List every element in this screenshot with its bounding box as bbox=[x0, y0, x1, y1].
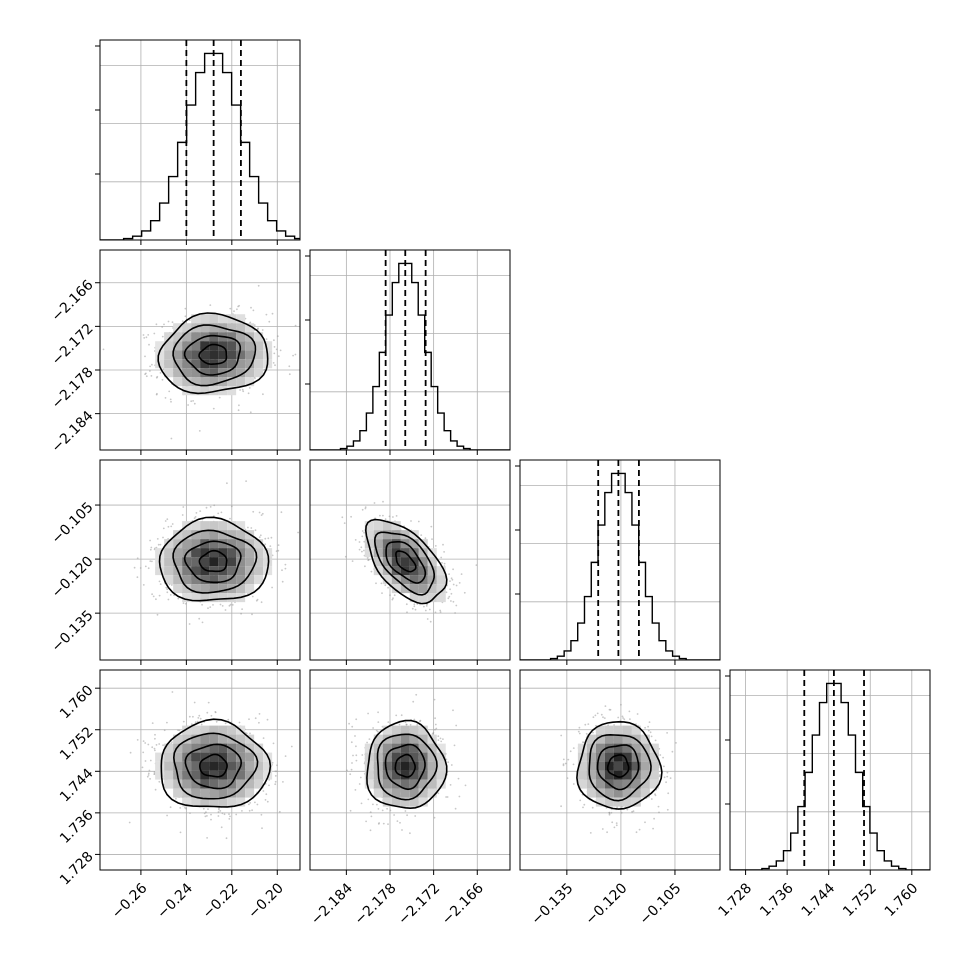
contour-0 bbox=[198, 753, 228, 778]
contour-1 bbox=[183, 540, 242, 584]
panel-1-0: −2.184−2.178−2.172−2.166 bbox=[49, 249, 301, 456]
x-tick-label: −0.120 bbox=[583, 880, 631, 928]
panel-frame bbox=[99, 459, 301, 661]
contour-2 bbox=[588, 733, 652, 802]
x-tick-label: 1.728 bbox=[716, 880, 756, 920]
density-cells bbox=[364, 725, 446, 807]
density-cells bbox=[155, 521, 273, 603]
x-tick-label: −2.184 bbox=[308, 880, 356, 928]
contour-1 bbox=[596, 744, 640, 791]
contour-3 bbox=[364, 518, 448, 605]
contour-0 bbox=[394, 753, 416, 778]
y-tick-label: −0.120 bbox=[49, 553, 97, 601]
contour-3 bbox=[576, 720, 663, 810]
panel-3-2: −0.135 −0.120 −0.105 bbox=[519, 669, 721, 928]
panel-frame bbox=[729, 669, 931, 871]
panel-0-0 bbox=[95, 39, 301, 245]
histogram-0 bbox=[100, 52, 300, 240]
panel-2-2 bbox=[515, 459, 721, 665]
density-cells bbox=[155, 725, 273, 807]
panel-frame bbox=[309, 459, 511, 661]
x-tick-label: 1.760 bbox=[882, 880, 922, 920]
x-tick-label: 1.744 bbox=[799, 880, 839, 920]
x-tick-label: 1.736 bbox=[757, 880, 797, 920]
contour-1 bbox=[385, 541, 427, 584]
contour-1 bbox=[384, 743, 426, 791]
panel-frame bbox=[99, 669, 301, 871]
contour-2 bbox=[172, 732, 259, 800]
contour-0 bbox=[198, 549, 228, 573]
x-tick-label: −0.26 bbox=[109, 880, 151, 922]
contour-2 bbox=[373, 531, 436, 596]
contour-2 bbox=[376, 733, 438, 801]
x-tick-label: −0.22 bbox=[200, 880, 242, 922]
contour-0 bbox=[395, 550, 417, 573]
contour-3 bbox=[366, 719, 448, 810]
y-tick-label: −2.178 bbox=[49, 364, 97, 412]
y-tick-label: −2.172 bbox=[49, 321, 97, 369]
x-tick-label: −0.135 bbox=[529, 880, 577, 928]
contour-3 bbox=[157, 312, 269, 395]
panel-frame bbox=[99, 39, 301, 241]
y-tick-label: −0.105 bbox=[49, 499, 97, 547]
contour-3 bbox=[160, 718, 272, 808]
x-tick-label: −2.166 bbox=[439, 880, 487, 928]
x-tick-label: −0.105 bbox=[637, 880, 685, 928]
histogram-2 bbox=[520, 472, 720, 660]
panel-3-1: −2.184−2.178−2.172−2.166 bbox=[308, 669, 511, 928]
x-tick-label: −2.172 bbox=[395, 880, 443, 928]
panel-3-3: 1.728 1.736 1.744 1.752 1.760 bbox=[716, 669, 931, 920]
y-tick-label: 1.752 bbox=[57, 724, 97, 764]
x-tick-label: 1.752 bbox=[840, 880, 880, 920]
contour-0 bbox=[606, 754, 630, 778]
panel-2-1 bbox=[309, 459, 511, 665]
contour-1 bbox=[184, 743, 243, 790]
panel-1-1 bbox=[305, 249, 511, 455]
y-tick-label: −2.184 bbox=[49, 408, 97, 456]
panel-frame bbox=[309, 669, 511, 871]
density-cells bbox=[577, 725, 659, 807]
y-tick-label: 1.736 bbox=[57, 807, 97, 847]
y-tick-label: −0.135 bbox=[49, 607, 97, 655]
x-tick-label: −0.20 bbox=[245, 880, 287, 922]
y-tick-label: −2.166 bbox=[49, 277, 97, 325]
histogram-3 bbox=[730, 682, 930, 870]
panel-frame bbox=[309, 249, 511, 451]
x-tick-label: −2.178 bbox=[352, 880, 400, 928]
contour-0 bbox=[198, 343, 228, 366]
panel-frame bbox=[519, 669, 721, 871]
y-tick-label: 1.760 bbox=[57, 683, 97, 723]
x-tick-label: −0.24 bbox=[154, 880, 196, 922]
contour-2 bbox=[172, 529, 258, 594]
histogram-1 bbox=[310, 262, 510, 450]
panel-frame bbox=[519, 459, 721, 661]
contour-2 bbox=[172, 324, 257, 387]
y-tick-label: 1.744 bbox=[57, 766, 97, 806]
contour-3 bbox=[158, 516, 270, 602]
panel-2-0: −0.135 −0.120 −0.105 bbox=[49, 459, 301, 665]
contour-1 bbox=[183, 334, 242, 376]
y-tick-label: 1.728 bbox=[57, 849, 97, 889]
panel-frame bbox=[99, 249, 301, 451]
